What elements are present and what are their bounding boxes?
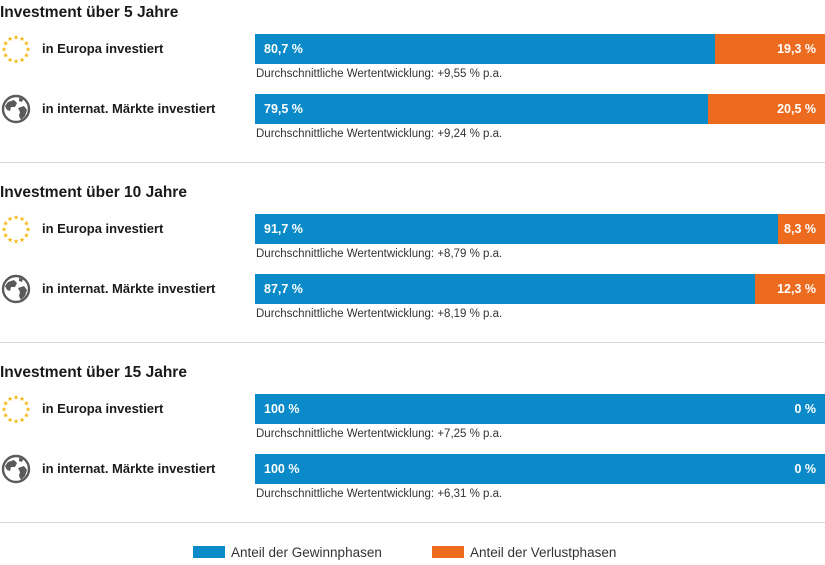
gain-value-label: 100 %	[264, 402, 300, 416]
average-prefix: Durchschnittliche Wertentwicklung:	[256, 428, 435, 440]
star-icon: ★	[23, 399, 29, 407]
average-performance: Durchschnittliche Wertentwicklung: +9,55…	[256, 68, 502, 80]
star-icon: ★	[7, 56, 13, 64]
gain-bar	[255, 214, 778, 244]
star-icon: ★	[13, 237, 19, 245]
average-performance: Durchschnittliche Wertentwicklung: +8,19…	[256, 308, 502, 320]
average-value: +7,25 % p.a.	[437, 428, 503, 440]
star-icon: ★	[3, 219, 9, 227]
row-label: in Europa investiert	[42, 221, 164, 236]
globe-icon	[1, 94, 31, 124]
globe-icon	[1, 454, 31, 484]
legend-label: Anteil der Gewinnphasen	[231, 545, 382, 560]
star-icon: ★	[1, 405, 7, 413]
star-icon: ★	[13, 417, 19, 425]
gain-value-label: 91,7 %	[264, 222, 303, 236]
star-icon: ★	[19, 215, 25, 223]
section-divider	[0, 522, 825, 523]
europe-stars-icon: ★ ★★★★★★★★★★★	[1, 393, 31, 425]
average-value: +9,24 % p.a.	[437, 128, 503, 140]
star-icon: ★	[3, 39, 9, 47]
legend-swatch	[432, 546, 464, 558]
average-prefix: Durchschnittliche Wertentwicklung:	[256, 128, 435, 140]
star-icon: ★	[25, 225, 31, 233]
star-icon: ★	[23, 231, 29, 239]
globe-icon	[1, 274, 31, 304]
average-performance: Durchschnittliche Wertentwicklung: +8,79…	[256, 248, 502, 260]
star-icon: ★	[13, 57, 19, 65]
row-label: in Europa investiert	[42, 41, 164, 56]
row-label: in internat. Märkte investiert	[42, 281, 216, 296]
star-icon: ★	[7, 416, 13, 424]
gain-bar	[255, 94, 708, 124]
europe-stars-icon: ★ ★★★★★★★★★★★	[1, 213, 31, 245]
gain-bar	[255, 454, 825, 484]
legend-label: Anteil der Verlustphasen	[470, 545, 617, 560]
star-icon: ★	[23, 51, 29, 59]
loss-value-label: 8,3 %	[784, 222, 816, 236]
star-icon: ★	[19, 56, 25, 64]
average-value: +8,19 % p.a.	[437, 308, 503, 320]
loss-value-label: 20,5 %	[777, 102, 816, 116]
star-icon: ★	[19, 395, 25, 403]
star-icon: ★	[1, 225, 7, 233]
star-icon: ★	[13, 213, 19, 221]
star-icon: ★	[1, 45, 7, 53]
loss-value-label: 0 %	[794, 402, 816, 416]
loss-bar	[755, 274, 825, 304]
section-title: Investment über 5 Jahre	[0, 4, 179, 21]
star-icon: ★	[3, 51, 9, 59]
star-icon: ★	[25, 405, 31, 413]
row-label: in internat. Märkte investiert	[42, 101, 216, 116]
loss-value-label: 0 %	[794, 462, 816, 476]
gain-bar	[255, 34, 715, 64]
gain-value-label: 80,7 %	[264, 42, 303, 56]
average-value: +9,55 % p.a.	[437, 68, 503, 80]
europe-stars-icon: ★ ★★★★★★★★★★★	[1, 33, 31, 65]
star-icon: ★	[3, 399, 9, 407]
section-divider	[0, 342, 825, 343]
star-icon: ★	[7, 395, 13, 403]
star-icon: ★	[13, 33, 19, 41]
star-icon: ★	[7, 35, 13, 43]
star-icon: ★	[3, 411, 9, 419]
star-icon: ★	[19, 416, 25, 424]
average-performance: Durchschnittliche Wertentwicklung: +6,31…	[256, 488, 502, 500]
average-prefix: Durchschnittliche Wertentwicklung:	[256, 308, 435, 320]
star-icon: ★	[19, 35, 25, 43]
gain-value-label: 79,5 %	[264, 102, 303, 116]
gain-bar	[255, 394, 825, 424]
gain-bar	[255, 274, 755, 304]
star-icon: ★	[23, 411, 29, 419]
gain-value-label: 87,7 %	[264, 282, 303, 296]
section-title: Investment über 15 Jahre	[0, 364, 187, 381]
star-icon: ★	[7, 215, 13, 223]
loss-bar	[715, 34, 825, 64]
loss-value-label: 12,3 %	[777, 282, 816, 296]
star-icon: ★	[13, 393, 19, 401]
legend-swatch	[193, 546, 225, 558]
row-label: in Europa investiert	[42, 401, 164, 416]
row-label: in internat. Märkte investiert	[42, 461, 216, 476]
average-performance: Durchschnittliche Wertentwicklung: +9,24…	[256, 128, 502, 140]
average-prefix: Durchschnittliche Wertentwicklung:	[256, 488, 435, 500]
average-prefix: Durchschnittliche Wertentwicklung:	[256, 248, 435, 260]
gain-value-label: 100 %	[264, 462, 300, 476]
average-performance: Durchschnittliche Wertentwicklung: +7,25…	[256, 428, 502, 440]
star-icon: ★	[3, 231, 9, 239]
star-icon: ★	[23, 39, 29, 47]
star-icon: ★	[25, 45, 31, 53]
star-icon: ★	[23, 219, 29, 227]
average-prefix: Durchschnittliche Wertentwicklung:	[256, 68, 435, 80]
average-value: +8,79 % p.a.	[437, 248, 503, 260]
star-icon: ★	[7, 236, 13, 244]
star-icon: ★	[19, 236, 25, 244]
section-divider	[0, 162, 825, 163]
average-value: +6,31 % p.a.	[437, 488, 503, 500]
loss-bar	[708, 94, 825, 124]
section-title: Investment über 10 Jahre	[0, 184, 187, 201]
loss-value-label: 19,3 %	[777, 42, 816, 56]
loss-bar	[778, 214, 825, 244]
